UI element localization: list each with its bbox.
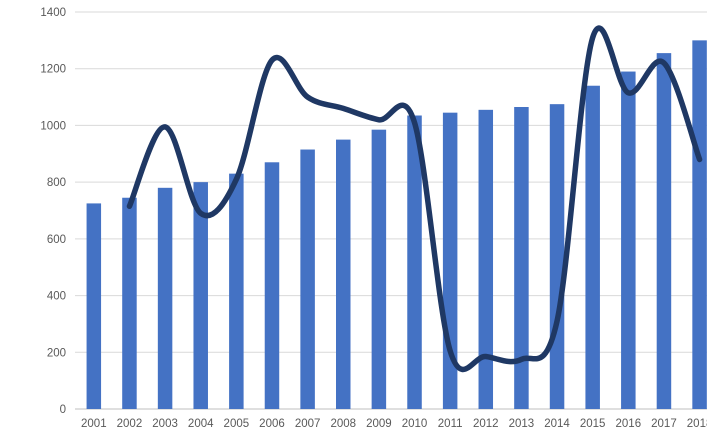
bar-2005 xyxy=(229,173,244,409)
bar-2014 xyxy=(549,104,565,409)
bar-2004 xyxy=(193,182,208,409)
y-tick-label: 1200 xyxy=(40,64,66,76)
bar-2009 xyxy=(371,129,387,409)
bar-2010 xyxy=(407,115,422,409)
bar-2013 xyxy=(514,107,529,409)
y-tick-label: 1400 xyxy=(40,7,66,19)
x-tick-label: 2002 xyxy=(117,418,143,430)
y-tick-label: 400 xyxy=(47,291,66,303)
bar-2017 xyxy=(656,53,672,410)
bar-2006 xyxy=(264,162,280,409)
x-tick-label: 2012 xyxy=(473,418,499,430)
x-tick-label: 2011 xyxy=(438,418,463,430)
x-tick-label: 2001 xyxy=(81,418,107,430)
y-tick-label: 0 xyxy=(60,404,66,416)
x-tick-label: 2014 xyxy=(544,418,570,430)
x-tick-label: 2013 xyxy=(509,418,535,430)
bar-2002 xyxy=(122,197,137,409)
x-tick-label: 2004 xyxy=(188,418,214,430)
x-tick-label: 2010 xyxy=(402,418,428,430)
bar-2015 xyxy=(585,85,600,409)
bar-2018 xyxy=(692,40,707,410)
bar-2003 xyxy=(157,187,173,409)
bar-2016 xyxy=(621,71,636,410)
x-tick-label: 2018 xyxy=(687,418,707,430)
x-tick-label: 2007 xyxy=(295,418,321,430)
x-tick-label: 2015 xyxy=(580,418,606,430)
bar-2012 xyxy=(478,109,494,409)
x-tick-label: 2006 xyxy=(259,418,285,430)
y-tick-label: 1000 xyxy=(40,120,66,132)
x-tick-label: 2016 xyxy=(616,418,642,430)
trend-line xyxy=(126,25,703,373)
y-tick-label: 200 xyxy=(47,347,66,359)
x-tick-label: 2009 xyxy=(366,418,392,430)
y-tick-label: 600 xyxy=(47,234,66,246)
x-tick-label: 2003 xyxy=(152,418,178,430)
x-tick-label: 2008 xyxy=(330,418,356,430)
bar-2001 xyxy=(86,203,102,409)
x-tick-label: 2005 xyxy=(224,418,250,430)
y-tick-label: 800 xyxy=(47,177,66,189)
x-tick-label: 2017 xyxy=(651,418,677,430)
bar-2007 xyxy=(300,149,315,409)
bar-2008 xyxy=(336,139,351,410)
